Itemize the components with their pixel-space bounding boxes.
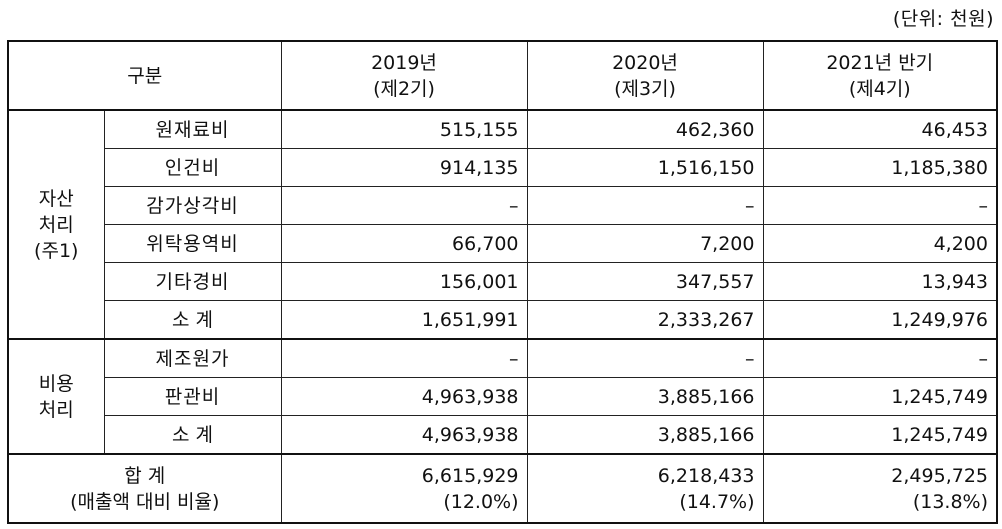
total-2020: 6,218,433 (14.7%) [526, 453, 764, 524]
header-2019-period: (제2기) [373, 77, 435, 100]
cell-2019: 4,963,938 [280, 377, 528, 416]
total-2019: 6,615,929 (12.0%) [280, 453, 528, 524]
header-2020: 2020년 (제3기) [526, 40, 764, 111]
total-2021: 2,495,725 (13.8%) [762, 453, 998, 524]
total-row: 합 계 (매출액 대비 비율) 6,615,929 (12.0%) 6,218,… [7, 453, 998, 524]
cell-2020: 1,516,150 [526, 148, 764, 187]
cell-2021: 1,185,380 [762, 148, 998, 187]
row-label: 제조원가 [103, 338, 282, 378]
cell-2019: – [280, 186, 528, 225]
header-row: 구분 2019년 (제2기) 2020년 (제3기) 2021년 반기 (제4기… [7, 40, 998, 111]
cell-2021: 1,249,976 [762, 300, 998, 340]
cell-2021: – [762, 338, 998, 378]
cell-2020: – [526, 338, 764, 378]
cell-2021: 46,453 [762, 109, 998, 149]
cell-2019: 156,001 [280, 262, 528, 301]
header-2019: 2019년 (제2기) [280, 40, 528, 111]
total-2019-ratio: (12.0%) [443, 490, 519, 513]
unit-note: (단위: 천원) [892, 8, 994, 30]
total-2019-value: 6,615,929 [421, 464, 519, 487]
total-label-line2: (매출액 대비 비율) [70, 490, 220, 513]
subtotal-row: 소 계 1,651,991 2,333,267 1,249,976 [8, 300, 998, 340]
row-label: 위탁용역비 [103, 224, 282, 263]
cell-2019: 1,651,991 [280, 300, 528, 340]
table-row: 비용 처리 제조원가 – – – [7, 338, 998, 455]
total-2021-ratio: (13.8%) [912, 490, 988, 513]
cell-2021: 1,245,749 [762, 415, 998, 455]
total-2020-value: 6,218,433 [657, 464, 755, 487]
cell-2020: 462,360 [526, 109, 764, 149]
asset-group-label-line1: 자산 [38, 187, 74, 210]
header-2019-year: 2019년 [371, 51, 437, 74]
header-category: 구분 [7, 40, 282, 111]
cell-2021: 13,943 [762, 262, 998, 301]
header-2020-period: (제3기) [614, 77, 676, 100]
cell-2021: 4,200 [762, 224, 998, 263]
asset-group-label-line3: (주1) [34, 239, 79, 262]
table-row: 감가상각비 – – – [8, 186, 998, 225]
table-row: 위탁용역비 66,700 7,200 4,200 [8, 224, 998, 263]
cell-2020: 347,557 [526, 262, 764, 301]
row-label: 판관비 [103, 377, 282, 416]
expense-group-label-line1: 비용 [38, 372, 74, 395]
table-row: 인건비 914,135 1,516,150 1,185,380 [8, 148, 998, 187]
row-label: 원재료비 [103, 109, 282, 149]
table-row: 판관비 4,963,938 3,885,166 1,245,749 [8, 377, 998, 416]
cell-2020: 3,885,166 [526, 377, 764, 416]
asset-group-label-line2: 처리 [38, 213, 74, 236]
cell-2019: 4,963,938 [280, 415, 528, 455]
table-row: 기타경비 156,001 347,557 13,943 [8, 262, 998, 301]
row-label: 소 계 [103, 415, 282, 455]
header-2020-year: 2020년 [612, 51, 678, 74]
cell-2021: – [762, 186, 998, 225]
cell-2019: 914,135 [280, 148, 528, 187]
cell-2020: – [526, 186, 764, 225]
cell-2020: 7,200 [526, 224, 764, 263]
cell-2019: 515,155 [280, 109, 528, 149]
total-label-line1: 합 계 [124, 464, 166, 487]
row-label: 소 계 [103, 300, 282, 340]
cell-2019: 66,700 [280, 224, 528, 263]
cell-2020: 3,885,166 [526, 415, 764, 455]
total-2020-ratio: (14.7%) [679, 490, 755, 513]
total-label: 합 계 (매출액 대비 비율) [7, 453, 282, 524]
rnd-cost-table: 구분 2019년 (제2기) 2020년 (제3기) 2021년 반기 (제4기… [7, 40, 998, 524]
expense-group-label: 비용 처리 [7, 338, 105, 455]
header-2021-year: 2021년 반기 [826, 51, 934, 74]
row-label: 감가상각비 [103, 186, 282, 225]
cell-2019: – [280, 338, 528, 378]
subtotal-row: 소 계 4,963,938 3,885,166 1,245,749 [8, 415, 998, 455]
total-2021-value: 2,495,725 [891, 464, 988, 487]
row-label: 인건비 [103, 148, 282, 187]
header-2021-period: (제4기) [848, 77, 911, 100]
table-row: 자산 처리 (주1) 원재료비 515,155 462,360 46,453 [7, 109, 998, 340]
cell-2020: 2,333,267 [526, 300, 764, 340]
expense-group-label-line2: 처리 [38, 398, 74, 421]
cell-2021: 1,245,749 [762, 377, 998, 416]
row-label: 기타경비 [103, 262, 282, 301]
header-2021: 2021년 반기 (제4기) [762, 40, 998, 111]
asset-group-label: 자산 처리 (주1) [7, 109, 105, 340]
